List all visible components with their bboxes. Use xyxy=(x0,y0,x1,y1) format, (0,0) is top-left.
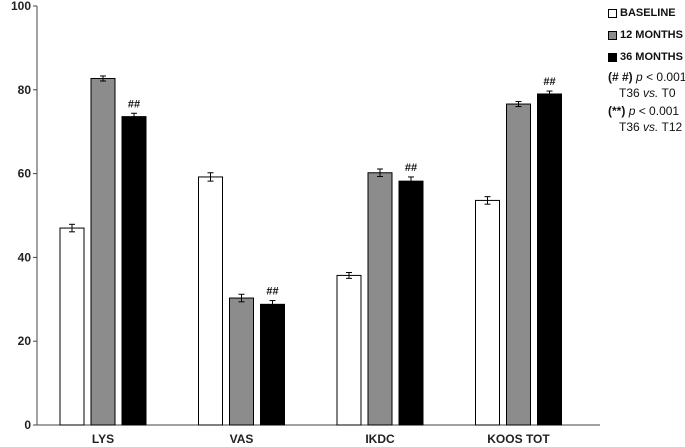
significance-label-koos-tot: ## xyxy=(543,76,555,88)
significance-note-t0: (# #) p < 0.001 T36 vs. T0 xyxy=(608,69,685,101)
significance-note-t12: (**) p < 0.001 T36 vs. T12 xyxy=(608,103,685,135)
bar-lys-12-months xyxy=(90,77,116,426)
bar-lys-baseline xyxy=(59,227,85,426)
plot-area: 0 20 40 60 80 100 LYS VAS IKDC KOOS TOT ## ## ## ## xyxy=(11,0,600,446)
bar-koos-tot-12-months xyxy=(506,103,531,426)
bar-vas-baseline xyxy=(198,176,223,426)
y-tick-label-40: 40 xyxy=(18,250,32,264)
significance-label-lys: ## xyxy=(128,98,140,110)
bar-koos-tot-baseline xyxy=(475,199,500,426)
legend: BASELINE 12 MONTHS 36 MONTHS (# #) p < 0… xyxy=(608,2,685,137)
note-comparison-t0: < 0.001 xyxy=(646,70,685,84)
bar-ikdc-36-months xyxy=(398,180,424,426)
x-tick-label-ikdc: IKDC xyxy=(365,432,395,446)
note-p-t0: p xyxy=(636,70,643,84)
y-tick-label-80: 80 xyxy=(18,83,32,97)
legend-swatch-12-months xyxy=(608,30,617,40)
bar-vas-36-months xyxy=(260,303,285,426)
legend-label-12-months: 12 MONTHS xyxy=(620,29,683,41)
y-tick-label-0: 0 xyxy=(24,418,31,432)
legend-item-36-months: 36 MONTHS xyxy=(608,46,685,68)
y-tick-label-60: 60 xyxy=(18,167,32,181)
legend-label-baseline: BASELINE xyxy=(620,7,676,19)
x-tick-label-vas: VAS xyxy=(230,432,254,446)
legend-item-baseline: BASELINE xyxy=(608,2,685,24)
legend-label-36-months: 36 MONTHS xyxy=(620,51,683,63)
note-vs-t12: vs. xyxy=(643,120,659,134)
note-marker-t12: (**) xyxy=(608,104,626,118)
bar-vas-12-months xyxy=(229,297,254,426)
note-vs-t0: vs. xyxy=(643,86,659,100)
x-tick-label-koos-tot: KOOS TOT xyxy=(487,432,550,446)
significance-label-ikdc: ## xyxy=(405,162,417,174)
significance-label-vas: ## xyxy=(266,286,278,298)
bar-koos-tot-36-months xyxy=(537,93,562,426)
legend-item-12-months: 12 MONTHS xyxy=(608,24,685,46)
bar-ikdc-baseline xyxy=(336,274,362,426)
note-p-t12: p xyxy=(628,104,636,118)
note-comparison-t12: < 0.001 xyxy=(638,104,680,118)
bar-ikdc-12-months xyxy=(367,172,393,426)
note-tright-t12: T12 xyxy=(661,120,683,134)
legend-swatch-baseline xyxy=(608,8,617,18)
legend-swatch-36-months xyxy=(608,52,617,62)
note-marker-t0: (# #) xyxy=(608,70,633,84)
y-tick-label-20: 20 xyxy=(18,334,32,348)
note-tright-t0: T0 xyxy=(661,86,676,100)
y-tick-label-100: 100 xyxy=(11,0,31,13)
x-tick-label-lys: LYS xyxy=(92,432,114,446)
note-tleft-t12: T36 xyxy=(619,120,640,134)
note-tleft-t0: T36 xyxy=(619,86,640,100)
bar-lys-36-months xyxy=(121,116,147,426)
